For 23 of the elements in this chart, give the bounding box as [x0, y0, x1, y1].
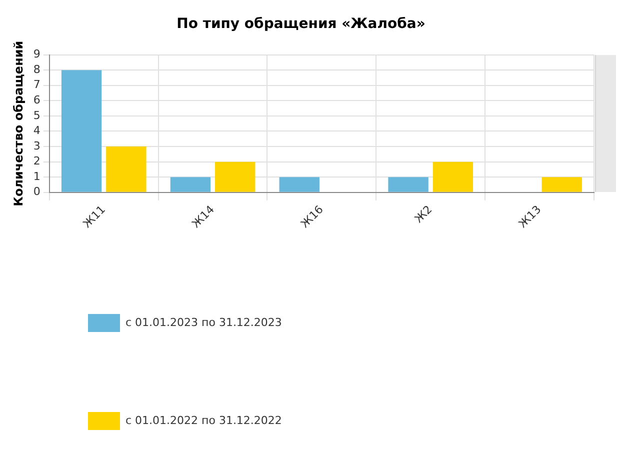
- bar: [61, 70, 102, 192]
- x-tick-label: Ж2: [412, 203, 435, 226]
- y-tick-label: 7: [33, 78, 40, 92]
- y-tick-label: 8: [33, 62, 40, 76]
- legend-label: с 01.01.2022 по 31.12.2022: [126, 414, 282, 427]
- bar: [542, 177, 582, 192]
- legend-label: с 01.01.2023 по 31.12.2023: [126, 316, 282, 329]
- bar: [170, 177, 211, 192]
- y-tick-label: 2: [33, 154, 40, 168]
- y-axis-title: Количество обращений: [11, 40, 26, 206]
- y-tick-label: 3: [33, 139, 40, 152]
- bar: [106, 146, 146, 192]
- chart-title: По типу обращения «Жалоба»: [176, 16, 426, 32]
- y-tick-label: 1: [33, 170, 40, 183]
- bar: [215, 162, 256, 192]
- bar: [279, 177, 320, 192]
- y-tick-label: 5: [33, 108, 40, 122]
- y-tick-label: 4: [33, 124, 40, 138]
- bar: [432, 162, 474, 192]
- y-tick-label: 9: [33, 48, 40, 61]
- y-tick-label: 6: [33, 94, 40, 107]
- y-tick-label: 0: [33, 185, 40, 198]
- bar: [388, 177, 428, 192]
